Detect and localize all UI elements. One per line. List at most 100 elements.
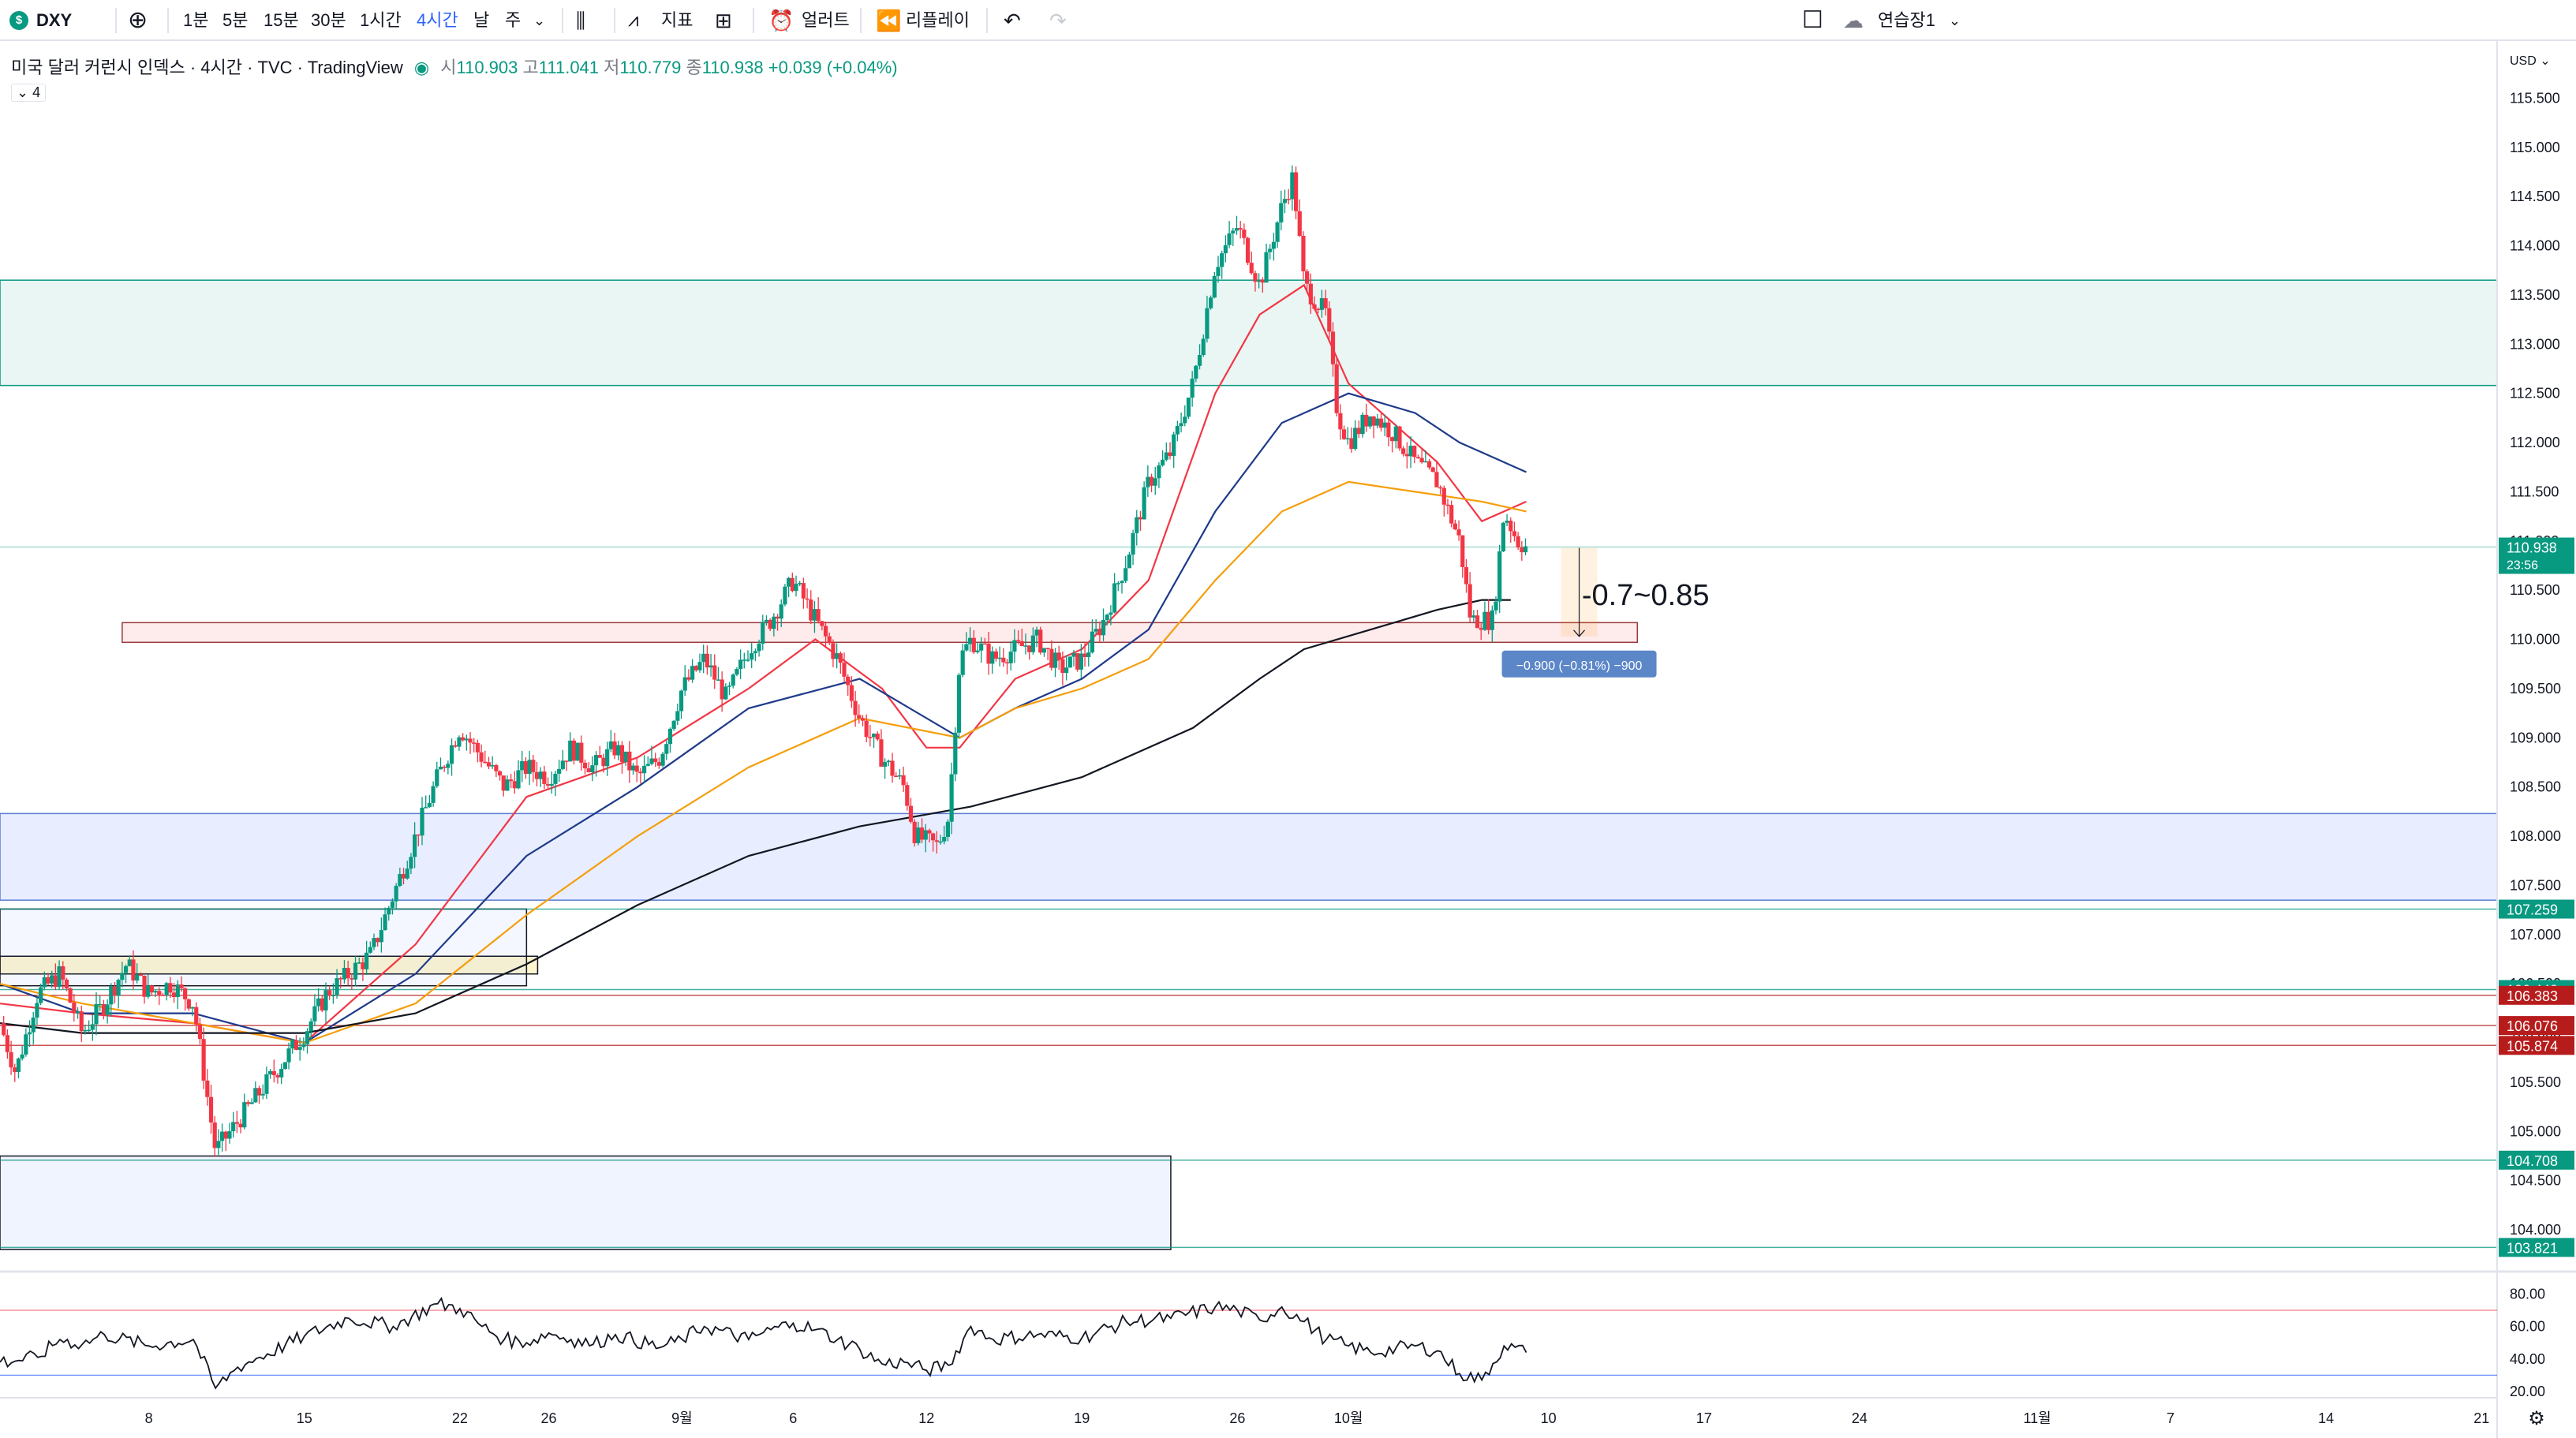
candle-body [735,669,739,675]
chevron-down-icon: ⌄ [17,84,29,100]
candle-body [308,1021,313,1032]
layout-chevron-down-icon[interactable]: ⌄ [1949,13,1961,28]
fullscreen-square-icon[interactable]: ☐ [1802,7,1823,33]
candle-body [1135,517,1139,533]
candle-body [446,764,451,768]
candle-body [264,1074,269,1094]
interval-30m[interactable]: 30분 [311,10,346,30]
price-level-label: 105.874 [2507,1038,2558,1054]
interval-chevron-down-icon[interactable]: ⌄ [533,13,546,28]
candle-body [50,975,54,984]
candle-body [634,765,639,772]
candle-body [79,1011,84,1032]
price-tick-label: 114.500 [2510,189,2560,204]
indicators-collapse-button[interactable]: ⌄ 4 [11,84,47,102]
candle-body [472,742,477,744]
candle-body [605,749,610,767]
zone-blue [0,812,2498,901]
candle-body [549,783,554,786]
compare-add-icon[interactable]: ⊕ [128,7,148,33]
price-tick-label: 104.000 [2510,1222,2561,1238]
candle-body [149,985,155,993]
indicators-icon[interactable]: ⩘ [628,9,639,31]
candle-body [667,728,673,745]
layout-name-button[interactable]: 연습장1 [1878,10,1935,30]
candle-type-icon[interactable]: ⫼ [576,9,585,32]
candle-body [208,1096,214,1123]
candle-body [357,962,361,964]
time-tick-label: 10월 [1334,1410,1363,1426]
candle-body [853,700,858,715]
candle-body [190,1007,195,1009]
price-level-label: 106.076 [2507,1018,2558,1034]
cloud-icon: ☁ [1843,9,1864,32]
interval-1m[interactable]: 1분 [183,10,209,30]
candle-body [409,857,413,869]
candle-body [1327,308,1332,332]
candle-body [675,711,680,721]
candle-body [116,980,121,996]
candle-body [390,901,395,908]
candle-body [323,990,328,1011]
candle-body [990,651,995,664]
replay-button[interactable]: 리플레이 [906,10,970,30]
time-tick-label: 26 [540,1410,556,1426]
toolbar-separator [986,8,988,33]
candle-body [1090,631,1095,653]
candle-body [901,775,906,786]
candle-body [464,738,469,741]
alert-clock-icon[interactable]: ⏰ [768,9,794,32]
interval-15m[interactable]: 15분 [264,10,299,30]
interval-5m[interactable]: 5분 [222,10,249,30]
interval-day[interactable]: 날 [473,10,490,30]
candle-body [256,1088,262,1096]
candle-body [1001,657,1006,663]
candle-body [742,659,746,661]
interval-4h[interactable]: 4시간 [417,10,458,30]
price-tick-label: 109.000 [2510,730,2561,745]
price-level-label: 103.821 [2507,1240,2558,1256]
levels-layer [0,546,2497,1249]
candle-body [560,760,565,769]
candle-body [1168,452,1172,456]
overlay-layer: −0.900 (−0.81%) −900 -0.7~0.85 [1501,547,1710,678]
candle-body [942,837,947,842]
candle-body [1509,521,1513,532]
candle-body [623,751,628,762]
price-tick-label: 108.500 [2510,779,2561,795]
candle-body [46,977,50,984]
undo-icon[interactable]: ↶ [1004,9,1021,32]
candle-body [109,986,114,1005]
interval-week[interactable]: 주 [505,10,522,30]
layout-grid-icon[interactable]: ⊞ [715,9,732,32]
indicators-button[interactable]: 지표 [661,10,694,30]
candle-body [938,841,943,843]
candle-body [1393,426,1398,442]
candle-body [1389,437,1395,442]
candle-body [949,774,954,822]
candle-body [1341,429,1347,439]
candle-body [801,583,806,599]
candle-body [146,985,151,997]
candle-body [398,874,402,887]
candle-body [442,766,447,768]
candle-body [320,998,324,1011]
alert-button[interactable]: 얼러트 [802,10,850,30]
candle-body [1052,652,1058,668]
rsi-tick-label: 20.00 [2510,1384,2545,1399]
chart-canvas[interactable]: −0.900 (−0.81%) −900 -0.7~0.85 USD ⌄ 115.5… [0,41,2576,1438]
toolbar-separator [753,8,754,33]
candle-body [1316,308,1321,311]
candle-body [868,737,873,738]
price-level-tag [2499,1036,2574,1055]
redo-icon[interactable]: ↷ [1049,9,1067,32]
replay-icon[interactable]: ⏪ [876,9,902,32]
candle-body [1123,568,1128,581]
interval-1h[interactable]: 1시간 [360,10,402,30]
candle-body [1194,365,1198,379]
candle-body [75,1011,80,1014]
candle-body [761,622,765,644]
symbol-search-button[interactable]: DXY [36,10,73,30]
candle-body [1471,615,1476,618]
settings-gear-icon[interactable]: ⚙ [2528,1407,2545,1429]
